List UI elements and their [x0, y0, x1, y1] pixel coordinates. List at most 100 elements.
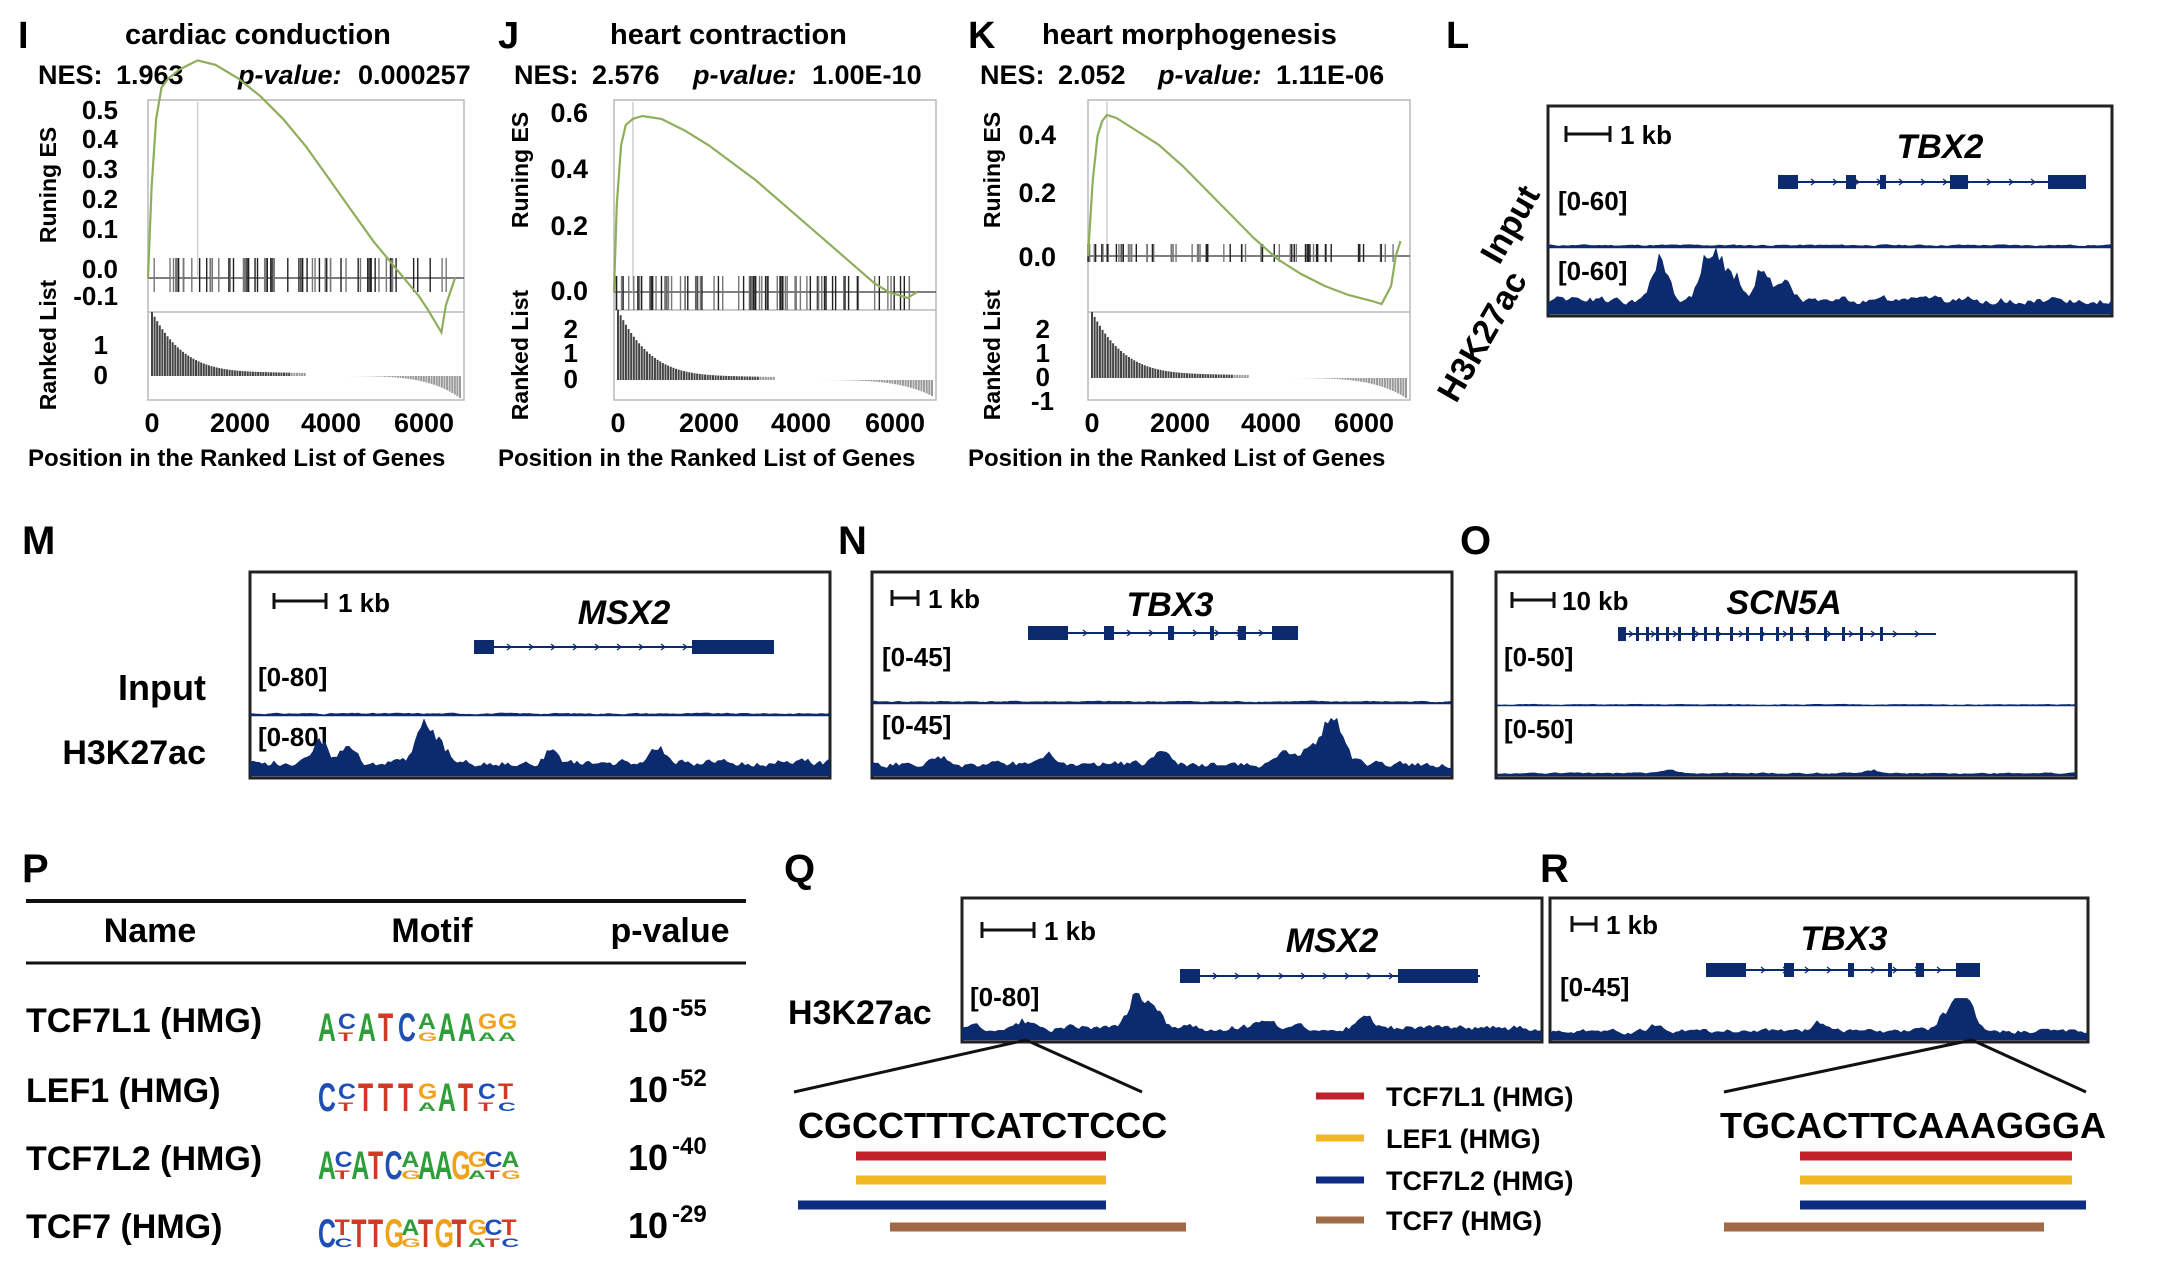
gene-strand-arrow — [594, 643, 600, 651]
gene-strand-arrow — [1214, 629, 1220, 637]
pvalue-exponent: -40 — [672, 1133, 707, 1160]
gene-exon — [1880, 175, 1886, 189]
coverage-area — [871, 700, 1453, 705]
motif-letter: T — [335, 1169, 350, 1183]
gene-name-TBX3: TBX3 — [1801, 920, 1888, 958]
coverage-area — [1495, 769, 2077, 777]
es-plot-area — [612, 102, 936, 396]
x-axis-label: Position in the Ranked List of Genes — [498, 445, 915, 472]
gene-strand-arrow — [1892, 966, 1898, 974]
motif-letter: G — [418, 1031, 437, 1045]
gene-model — [1180, 969, 1480, 983]
motif-letter: C — [398, 1006, 416, 1050]
panel-letter-M: M — [22, 519, 55, 563]
gene-strand-arrow — [1936, 966, 1942, 974]
motif-letter: A — [438, 1076, 456, 1120]
panel-letter-N: N — [838, 519, 867, 563]
es-tick-label: 0.2 — [82, 184, 118, 214]
motif-letter: T — [498, 1079, 514, 1103]
pvalue-label: p-value: — [692, 60, 797, 90]
gene-strand-arrow — [2008, 178, 2014, 186]
track-frame — [870, 570, 1454, 780]
motif-letter: A — [435, 1144, 453, 1188]
header-name: Name — [104, 912, 197, 950]
gene-strand-arrow — [1892, 630, 1898, 638]
panel-letter-R: R — [1540, 847, 1569, 891]
gene-strand-arrow — [1258, 629, 1264, 637]
running-es-axis-label: Runing ES — [507, 112, 533, 228]
ranked-list-axis-label: Ranked List — [979, 289, 1005, 420]
input-range-label: [0-50] — [1504, 642, 1573, 672]
header-pvalue: p-value — [610, 912, 729, 950]
panel-letter-L: L — [1446, 15, 1469, 57]
gene-model — [1028, 626, 1298, 640]
x-tick-label: 4000 — [301, 408, 361, 438]
gene-name-TBX3: TBX3 — [1127, 586, 1214, 624]
panel-letter-J: J — [498, 15, 519, 57]
motif-letter: A — [401, 1215, 419, 1239]
pvalue-value: 1.11E-06 — [1276, 60, 1384, 90]
x-tick-label: 0 — [1084, 408, 1099, 438]
pvalue-exponent: -29 — [672, 1201, 707, 1228]
motif-letter: C — [335, 1237, 353, 1251]
motif-letter: T — [501, 1215, 517, 1239]
motif-letter: C — [385, 1144, 403, 1188]
motif-letter: A — [418, 1144, 436, 1188]
motif-row-name: TCF7 (HMG) — [26, 1208, 222, 1246]
rank-tick-label: 1 — [564, 338, 578, 368]
motif-letter: G — [451, 1144, 470, 1188]
gene-exon — [1916, 963, 1924, 977]
gene-strand-arrow — [1848, 630, 1854, 638]
gene-strand-arrow — [1810, 178, 1816, 186]
motif-letter: T — [351, 1212, 366, 1256]
es-tick-label: -0.1 — [73, 281, 118, 311]
gene-exon — [1806, 627, 1809, 641]
motif-sequence: TGCACTTCAAAGGGA — [1720, 1105, 2106, 1146]
x-tick-label: 6000 — [394, 408, 454, 438]
h3k27ac-range-label: [0-50] — [1504, 714, 1573, 744]
panel-letter-Q: Q — [784, 847, 815, 891]
motif-letter: A — [438, 1006, 456, 1050]
motif-logo-LEF1: C CT T T T GA A T CTTC — [318, 1076, 516, 1120]
motif-letter: T — [335, 1215, 351, 1239]
panel-letter-P: P — [22, 847, 49, 891]
gene-strand-arrow — [1322, 972, 1328, 980]
pvalue-value: 0.000257 — [358, 60, 471, 90]
gene-strand-arrow — [1388, 972, 1394, 980]
scale-bar-label: 1 kb — [1606, 910, 1658, 940]
motif-letter: A — [318, 1144, 336, 1188]
gene-strand-arrow — [1898, 178, 1904, 186]
motif-letter: A — [401, 1147, 419, 1171]
h3k27ac-coverage-track — [871, 717, 1453, 777]
gene-exon — [1168, 626, 1174, 640]
gene-exon — [1646, 627, 1649, 641]
es-tick-label: 0.2 — [550, 211, 588, 241]
gene-strand-arrow — [1300, 972, 1306, 980]
motif-letter: C — [485, 1215, 503, 1239]
gene-exon — [1730, 627, 1733, 641]
motif-letter: C — [485, 1147, 503, 1171]
gene-exon — [1028, 626, 1068, 640]
zoom-line-right — [1025, 1038, 1143, 1094]
gene-exon — [1656, 627, 1659, 641]
gene-exon — [1950, 175, 1968, 189]
pvalue-base: 10 — [628, 1069, 668, 1110]
gene-strand-arrow — [1344, 972, 1350, 980]
gene-exon — [1778, 175, 1798, 189]
gene-strand-arrow — [1672, 630, 1678, 638]
motif-letter: T — [398, 1076, 413, 1120]
es-tick-label: 0.1 — [82, 214, 118, 244]
motif-letter: A — [498, 1031, 516, 1045]
gene-exon — [1666, 627, 1669, 641]
gene-exon — [1956, 963, 1980, 977]
motif-letter: T — [338, 1101, 353, 1115]
gene-strand-arrow — [1804, 966, 1810, 974]
track-panel-N: N 1 kb TBX3 [0-45] [0-45] — [838, 519, 1454, 780]
pvalue-exponent: -52 — [672, 1065, 707, 1092]
ranked-list-axis-label: Ranked List — [35, 279, 61, 410]
gene-exon — [1706, 963, 1746, 977]
gene-strand-arrow — [1628, 630, 1634, 638]
gene-strand-arrow — [1126, 629, 1132, 637]
es-tick-label: 0.4 — [82, 124, 119, 154]
